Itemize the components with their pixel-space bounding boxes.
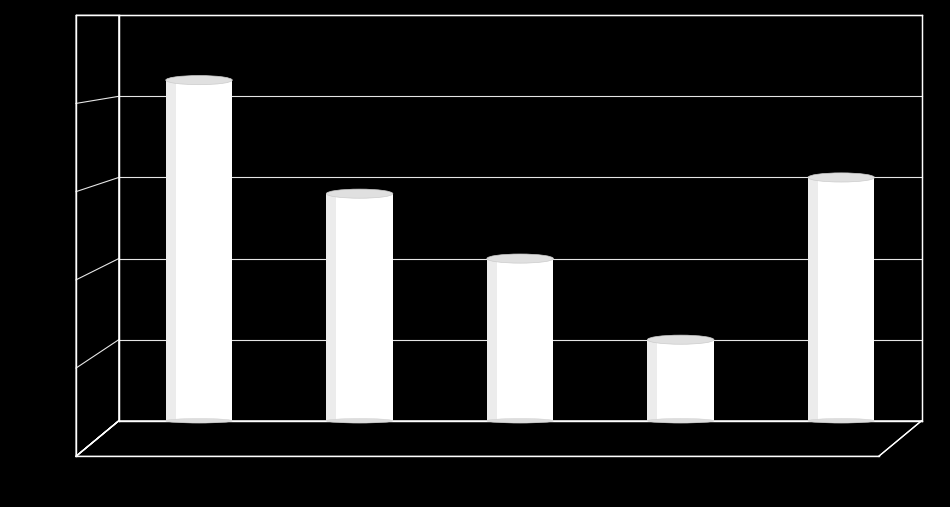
Ellipse shape xyxy=(326,189,392,198)
Polygon shape xyxy=(165,80,176,421)
Polygon shape xyxy=(486,259,553,421)
Ellipse shape xyxy=(647,419,714,423)
Polygon shape xyxy=(486,259,497,421)
Ellipse shape xyxy=(808,173,874,182)
Ellipse shape xyxy=(647,335,714,344)
Polygon shape xyxy=(808,177,874,421)
Polygon shape xyxy=(165,80,232,421)
Polygon shape xyxy=(119,15,922,421)
Ellipse shape xyxy=(486,254,553,263)
Ellipse shape xyxy=(165,76,232,85)
Polygon shape xyxy=(808,177,818,421)
Ellipse shape xyxy=(486,419,553,423)
Ellipse shape xyxy=(808,419,874,423)
Polygon shape xyxy=(76,421,922,456)
Ellipse shape xyxy=(165,419,232,423)
Ellipse shape xyxy=(326,419,392,423)
Polygon shape xyxy=(647,340,714,421)
Polygon shape xyxy=(647,340,657,421)
Polygon shape xyxy=(76,15,119,456)
Polygon shape xyxy=(326,194,393,421)
Polygon shape xyxy=(326,194,336,421)
